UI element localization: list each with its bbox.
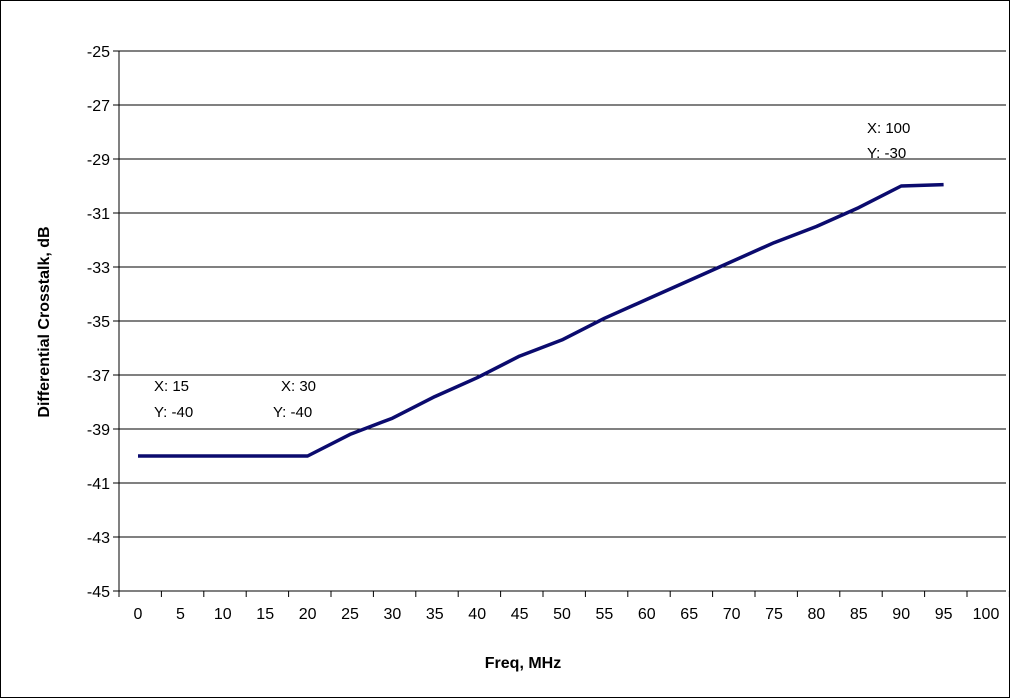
series-line (138, 185, 944, 456)
x-tick-label: 95 (935, 606, 953, 623)
y-axis-title: Differential Crosstalk, dB (36, 226, 53, 417)
x-tick-label: 5 (176, 606, 185, 623)
y-tick-label: -43 (87, 530, 110, 547)
x-tick-label: 55 (596, 606, 614, 623)
x-tick-label: 70 (723, 606, 741, 623)
y-tick-label: -25 (87, 44, 110, 61)
y-tick-label: -31 (87, 206, 110, 223)
x-tick-label: 75 (765, 606, 783, 623)
annotation-3-y: Y: -30 (867, 145, 906, 162)
y-tick-label: -41 (87, 476, 110, 493)
x-tick-label: 50 (553, 606, 571, 623)
x-tick-label: 85 (850, 606, 868, 623)
x-axis-title: Freq, MHz (485, 655, 561, 672)
annotations: X: 15 Y: -40 X: 30 Y: -40 X: 100 Y: -30 (154, 120, 910, 421)
x-tick-label: 35 (426, 606, 444, 623)
y-tick-label: -27 (87, 98, 110, 115)
x-tick-labels: 0 5 10 15 20 25 30 35 40 45 50 55 60 65 70 75 80 85 90 95 10… (134, 606, 1000, 623)
series-group (138, 185, 944, 456)
x-tick-label: 10 (214, 606, 232, 623)
annotation-1-y: Y: -40 (154, 404, 193, 421)
annotation-3-x: X: 100 (867, 120, 910, 137)
x-tick-label: 0 (134, 606, 143, 623)
x-tick-label: 30 (384, 606, 402, 623)
y-tick-label: -45 (87, 584, 110, 601)
annotation-2-x: X: 30 (281, 378, 316, 395)
x-tick-label: 80 (808, 606, 826, 623)
x-tick-label: 100 (973, 606, 1000, 623)
x-tick-label: 20 (299, 606, 317, 623)
x-tick-label: 65 (680, 606, 698, 623)
x-tick-label: 90 (892, 606, 910, 623)
y-tick-labels: -25 -27 -29 -31 -33 -35 -37 -39 -41 -43 -45 (87, 44, 110, 601)
annotation-2-y: Y: -40 (273, 404, 312, 421)
x-tick-label: 45 (511, 606, 529, 623)
x-tick-label: 15 (256, 606, 274, 623)
y-tick-label: -39 (87, 422, 110, 439)
x-tick-label: 25 (341, 606, 359, 623)
y-tick-label: -33 (87, 260, 110, 277)
y-tick-label: -29 (87, 152, 110, 169)
y-tick-label: -37 (87, 368, 110, 385)
x-tick-label: 40 (468, 606, 486, 623)
annotation-1-x: X: 15 (154, 378, 189, 395)
x-tick-label: 60 (638, 606, 656, 623)
y-tick-label: -35 (87, 314, 110, 331)
